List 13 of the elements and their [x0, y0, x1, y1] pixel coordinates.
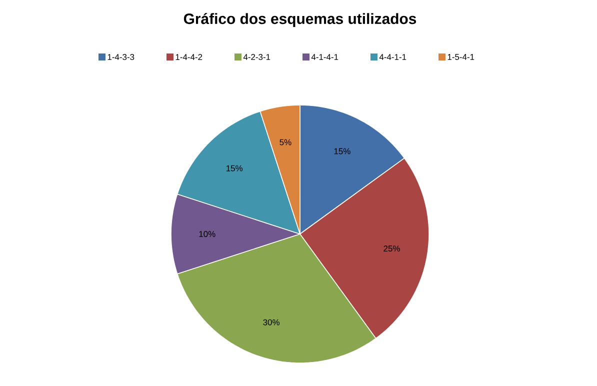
legend-label: 4-2-3-1 — [243, 54, 270, 60]
chart-title: Gráfico dos esquemas utilizados — [184, 12, 416, 28]
legend-label: 1-4-3-3 — [108, 54, 134, 60]
data-label: 25% — [384, 246, 400, 252]
data-label: 30% — [263, 319, 280, 326]
legend-label: 1-5-4-1 — [448, 54, 474, 60]
legend-label: 4-1-4-1 — [311, 54, 338, 60]
data-label: 10% — [199, 231, 216, 237]
data-label: 15% — [334, 148, 350, 154]
data-label: 5% — [280, 139, 292, 146]
legend-label: 1-4-4-2 — [176, 54, 202, 60]
legend-label: 4-4-1-1 — [379, 54, 406, 60]
data-label: 15% — [226, 165, 242, 172]
